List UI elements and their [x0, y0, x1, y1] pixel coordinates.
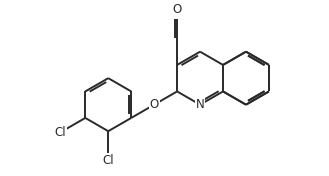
Text: O: O: [172, 3, 182, 16]
Text: O: O: [150, 98, 159, 111]
Text: Cl: Cl: [54, 126, 66, 139]
Text: N: N: [196, 98, 204, 111]
Text: Cl: Cl: [102, 154, 114, 167]
